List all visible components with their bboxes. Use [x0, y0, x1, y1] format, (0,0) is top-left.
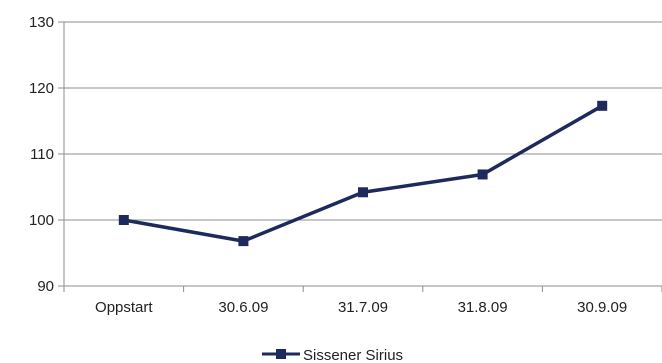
y-tick-label: 120	[29, 80, 54, 97]
y-tick-label: 110	[30, 146, 54, 163]
x-tick-label: 30.9.09	[577, 299, 627, 316]
y-tick-label: 130	[29, 14, 54, 31]
y-tick-label: 100	[29, 212, 54, 229]
legend-label: Sissener Sirius	[303, 347, 403, 363]
y-tick-labels: 90 100 110 120 130	[29, 14, 54, 295]
x-tick-label: 31.7.09	[338, 299, 388, 316]
data-point-marker	[477, 169, 488, 180]
data-point-marker	[597, 100, 608, 111]
gridlines	[64, 21, 662, 221]
y-tick-label: 90	[37, 278, 54, 295]
series-line	[123, 104, 604, 243]
x-tick-label: Oppstart	[95, 299, 153, 316]
x-tick-label: 30.6.09	[218, 299, 268, 316]
data-point-marker	[238, 236, 249, 247]
x-tick-labels: Oppstart 30.6.09 31.7.09 31.8.09 30.9.09	[95, 299, 627, 316]
x-tick-label: 31.8.09	[458, 299, 508, 316]
legend-marker-swatch	[276, 349, 286, 359]
data-point-marker	[118, 215, 129, 225]
data-point-marker	[358, 187, 368, 198]
axes	[58, 21, 662, 292]
legend: Sissener Sirius	[262, 347, 403, 363]
series-group	[118, 100, 608, 247]
